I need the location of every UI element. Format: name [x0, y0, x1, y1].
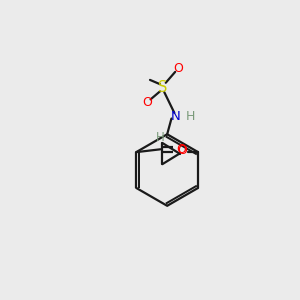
Text: N: N — [171, 110, 181, 123]
Text: O: O — [178, 144, 187, 157]
Text: O: O — [142, 96, 152, 109]
Text: H: H — [185, 110, 195, 123]
Text: O: O — [174, 62, 184, 75]
Text: O: O — [176, 143, 186, 156]
Text: H: H — [156, 131, 165, 144]
Text: S: S — [158, 80, 168, 94]
